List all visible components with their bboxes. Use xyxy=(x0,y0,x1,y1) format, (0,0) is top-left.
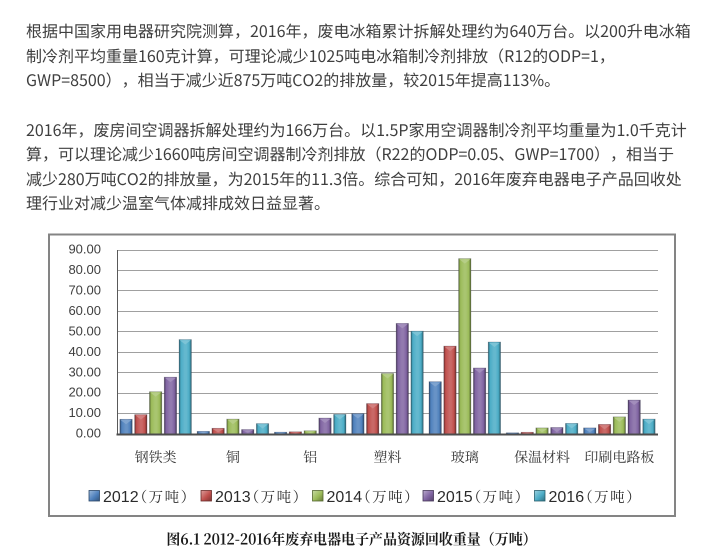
svg-text:0.00: 0.00 xyxy=(76,426,101,441)
svg-text:塑料: 塑料 xyxy=(374,447,402,467)
svg-text:（万吨）: （万吨） xyxy=(467,486,531,507)
svg-text:2015: 2015 xyxy=(437,489,473,506)
svg-text:90.00: 90.00 xyxy=(68,242,101,257)
svg-text:（万吨）: （万吨） xyxy=(133,486,197,507)
svg-text:2014: 2014 xyxy=(327,489,363,506)
svg-text:（万吨）: （万吨） xyxy=(356,486,420,507)
svg-text:10.00: 10.00 xyxy=(68,405,101,420)
svg-text:图6.1 2012-2016年废弃电器电子产品资源回收重量（: 图6.1 2012-2016年废弃电器电子产品资源回收重量（万吨） xyxy=(166,528,536,550)
svg-text:保温材料: 保温材料 xyxy=(514,447,570,467)
svg-text:（万吨）: （万吨） xyxy=(578,486,642,507)
svg-text:40.00: 40.00 xyxy=(68,344,101,359)
svg-text:30.00: 30.00 xyxy=(68,364,101,379)
svg-text:80.00: 80.00 xyxy=(68,262,101,277)
svg-text:（万吨）: （万吨） xyxy=(245,486,309,507)
svg-text:20.00: 20.00 xyxy=(68,385,101,400)
svg-text:印刷电路板: 印刷电路板 xyxy=(584,447,654,467)
svg-text:铜: 铜 xyxy=(226,447,240,467)
svg-text:70.00: 70.00 xyxy=(68,282,101,297)
svg-text:2016: 2016 xyxy=(549,489,585,506)
svg-text:50.00: 50.00 xyxy=(68,323,101,338)
svg-text:铝: 铝 xyxy=(303,447,317,467)
svg-text:玻璃: 玻璃 xyxy=(451,447,479,467)
svg-text:钢铁类: 钢铁类 xyxy=(135,447,177,467)
svg-text:2013: 2013 xyxy=(215,489,251,506)
svg-text:2012: 2012 xyxy=(103,489,139,506)
svg-text:60.00: 60.00 xyxy=(68,303,101,318)
